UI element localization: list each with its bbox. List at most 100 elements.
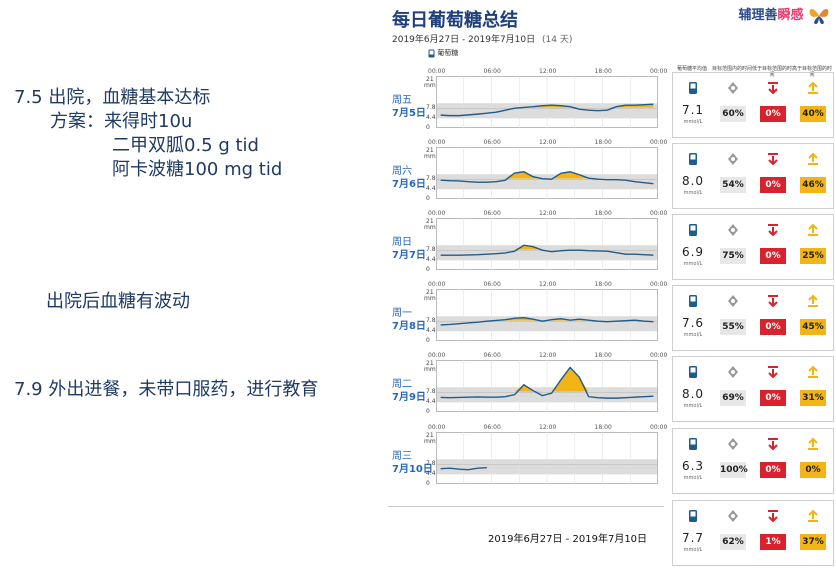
- glucose-curve: [440, 244, 654, 256]
- mean-value: 7.1: [681, 103, 705, 117]
- y-axis-label: 7.8: [426, 174, 436, 182]
- y-axis-label: 21: [426, 432, 434, 439]
- below-cell: 0%: [753, 144, 793, 210]
- y-axis-label: 0: [426, 408, 430, 415]
- arrow-up-icon: [808, 437, 818, 450]
- above-value: 45%: [800, 319, 826, 335]
- target-icon: [728, 438, 738, 450]
- above-cell: 31%: [793, 357, 833, 423]
- header-above: 高于目标范围的时间: [792, 66, 833, 78]
- arrow-down-icon: [768, 510, 778, 523]
- above-value: 40%: [800, 106, 826, 122]
- y-axis-label: mmol/L: [424, 366, 447, 373]
- mean-unit: mmol/L: [683, 403, 703, 409]
- y-axis-label: mmol/L: [424, 224, 447, 231]
- glucose-chart: [436, 432, 658, 484]
- time-tick: 06:00: [483, 281, 501, 288]
- header-mean: 葡萄糖平均值: [676, 66, 707, 72]
- time-tick: 18:00: [594, 139, 612, 146]
- y-axis-label: 0: [426, 337, 430, 344]
- in-range-value: 69%: [720, 390, 746, 406]
- above-value: 0%: [800, 462, 826, 478]
- glucose-chart: [436, 218, 658, 270]
- day-stats: 8.0 mmol/L 69% 0% 31%: [672, 356, 834, 422]
- arrow-up-icon: [808, 81, 818, 94]
- target-icon: [728, 224, 738, 236]
- below-value: 1%: [760, 534, 786, 550]
- header-below: 低于目标范围的时间: [752, 66, 793, 78]
- mean-value: 8.0: [681, 174, 705, 188]
- y-axis-label: 7.8: [426, 459, 436, 467]
- y-axis-label: 4.4: [426, 185, 436, 193]
- day-stats: 6.3 mmol/L 100% 0% 0%: [672, 428, 834, 494]
- date-range: 2019年6月27日 - 2019年7月10日: [392, 35, 536, 45]
- in-range-value: 54%: [720, 177, 746, 193]
- weekday: 周三: [392, 451, 412, 462]
- y-axis-label: 7.8: [426, 245, 436, 253]
- mean-cell: 8.0 mmol/L: [673, 357, 713, 423]
- day-label: 周日 7月7日: [392, 236, 426, 262]
- date: 7月8日: [392, 321, 426, 332]
- mean-value: 6.3: [681, 459, 705, 473]
- y-axis-label: 4.4: [426, 114, 436, 122]
- arrow-up-icon: [808, 509, 818, 522]
- glucose-curve: [440, 366, 654, 399]
- above-cell: 37%: [793, 501, 833, 567]
- above-value: 31%: [800, 390, 826, 406]
- date: 7月9日: [392, 392, 426, 403]
- butterfly-icon: [809, 8, 829, 24]
- y-axis-label: 4.4: [426, 470, 436, 478]
- report-range: 2019年6月27日 - 2019年7月10日 (14 天): [392, 32, 572, 45]
- sensor-icon: [689, 366, 697, 378]
- y-axis-label: 4.4: [426, 398, 436, 406]
- y-axis-label: 7.8: [426, 103, 436, 111]
- arrow-down-icon: [768, 224, 778, 237]
- time-tick: 00:00: [650, 210, 668, 217]
- date: 7月10日: [392, 464, 433, 475]
- below-cell: 0%: [753, 286, 793, 352]
- time-tick: 06:00: [483, 352, 501, 359]
- time-tick: 18:00: [594, 352, 612, 359]
- glucose-chart: [436, 289, 658, 341]
- y-axis-label: 21: [426, 76, 434, 83]
- below-value: 0%: [760, 462, 786, 478]
- time-tick: 06:00: [483, 139, 501, 146]
- date: 7月6日: [392, 179, 426, 190]
- mean-unit: mmol/L: [683, 332, 703, 338]
- y-axis-label: 0: [426, 480, 430, 487]
- in-range-cell: 60%: [713, 73, 753, 139]
- sensor-icon: [689, 224, 697, 236]
- y-axis-label: mmol/L: [424, 438, 447, 445]
- in-range-value: 100%: [720, 462, 748, 478]
- note-acarbose: 阿卡波糖100 mg tid: [112, 159, 283, 180]
- y-axis-label: 21: [426, 289, 434, 296]
- arrow-down-icon: [768, 438, 778, 451]
- y-axis-label: 0: [426, 195, 430, 202]
- summary-stats: 7.7 mmol/L 62% 1% 37%: [672, 500, 834, 566]
- day-stats: 7.1 mmol/L 60% 0% 40%: [672, 72, 834, 138]
- target-icon: [728, 295, 738, 307]
- y-axis-label: 4.4: [426, 327, 436, 335]
- mean-value: 7.6: [681, 316, 705, 330]
- arrow-up-icon: [808, 365, 818, 378]
- time-tick: 00:00: [428, 352, 446, 359]
- weekday: 周一: [392, 308, 412, 319]
- weekday: 周五: [392, 95, 412, 106]
- time-tick: 12:00: [539, 424, 557, 431]
- logo-accent: 瞬感: [777, 8, 804, 23]
- time-tick: 06:00: [483, 210, 501, 217]
- mean-cell: 7.6 mmol/L: [673, 286, 713, 352]
- mean-cell: 7.1 mmol/L: [673, 73, 713, 139]
- report-title: 每日葡萄糖总结: [392, 10, 518, 31]
- day-stats: 8.0 mmol/L 54% 0% 46%: [672, 143, 834, 209]
- target-icon: [728, 153, 738, 165]
- time-tick: 18:00: [594, 210, 612, 217]
- notes-panel: 7.5 出院，血糖基本达标 方案：来得时10u 二甲双胍0.5 g tid 阿卡…: [0, 0, 380, 569]
- target-icon: [728, 366, 738, 378]
- time-tick: 18:00: [594, 281, 612, 288]
- time-tick: 06:00: [483, 68, 501, 75]
- logo-text: 辅理善: [738, 8, 778, 23]
- day-count: (14 天): [542, 35, 573, 45]
- y-axis-label: 21: [426, 147, 434, 154]
- y-axis-label: mmol/L: [424, 82, 447, 89]
